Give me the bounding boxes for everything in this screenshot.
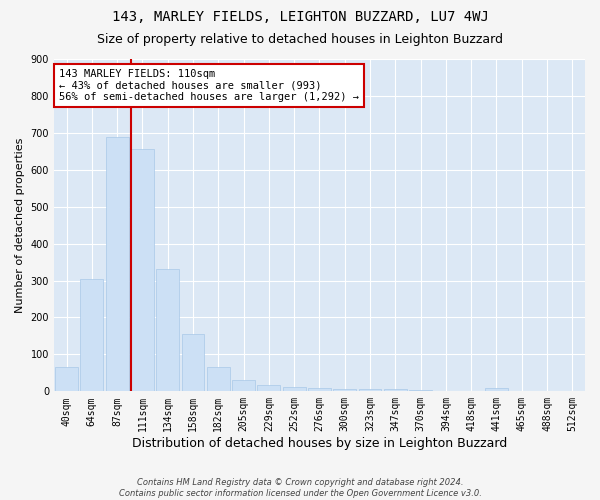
Bar <box>232 380 255 392</box>
Bar <box>409 390 432 392</box>
Bar <box>131 150 154 392</box>
Bar <box>334 388 356 392</box>
Text: 143, MARLEY FIELDS, LEIGHTON BUZZARD, LU7 4WJ: 143, MARLEY FIELDS, LEIGHTON BUZZARD, LU… <box>112 10 488 24</box>
Bar <box>384 390 407 392</box>
Bar <box>308 388 331 392</box>
Y-axis label: Number of detached properties: Number of detached properties <box>15 138 25 313</box>
Bar <box>207 368 230 392</box>
Bar <box>257 384 280 392</box>
Bar <box>106 136 128 392</box>
Bar <box>359 389 382 392</box>
Bar <box>283 387 305 392</box>
X-axis label: Distribution of detached houses by size in Leighton Buzzard: Distribution of detached houses by size … <box>132 437 507 450</box>
Bar <box>182 334 205 392</box>
Bar <box>485 388 508 392</box>
Bar <box>80 278 103 392</box>
Bar <box>157 270 179 392</box>
Text: 143 MARLEY FIELDS: 110sqm
← 43% of detached houses are smaller (993)
56% of semi: 143 MARLEY FIELDS: 110sqm ← 43% of detac… <box>59 69 359 102</box>
Text: Contains HM Land Registry data © Crown copyright and database right 2024.
Contai: Contains HM Land Registry data © Crown c… <box>119 478 481 498</box>
Text: Size of property relative to detached houses in Leighton Buzzard: Size of property relative to detached ho… <box>97 32 503 46</box>
Bar <box>55 368 78 392</box>
